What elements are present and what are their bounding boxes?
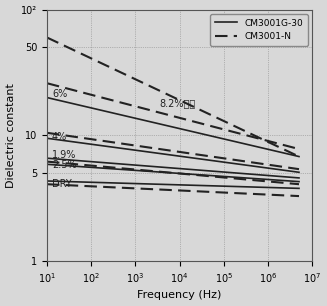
Y-axis label: Dielectric constant: Dielectric constant: [6, 83, 16, 188]
Text: 6%: 6%: [52, 89, 67, 99]
Legend: CM3001G-30, CM3001-N: CM3001G-30, CM3001-N: [210, 14, 308, 46]
Text: 1.9%: 1.9%: [52, 150, 77, 160]
Text: DRY: DRY: [52, 178, 72, 188]
Text: 2.5%: 2.5%: [52, 160, 77, 170]
Text: 4%: 4%: [52, 132, 67, 142]
Text: 8.2%吸水: 8.2%吸水: [160, 98, 196, 108]
X-axis label: Frequency (Hz): Frequency (Hz): [137, 290, 222, 300]
